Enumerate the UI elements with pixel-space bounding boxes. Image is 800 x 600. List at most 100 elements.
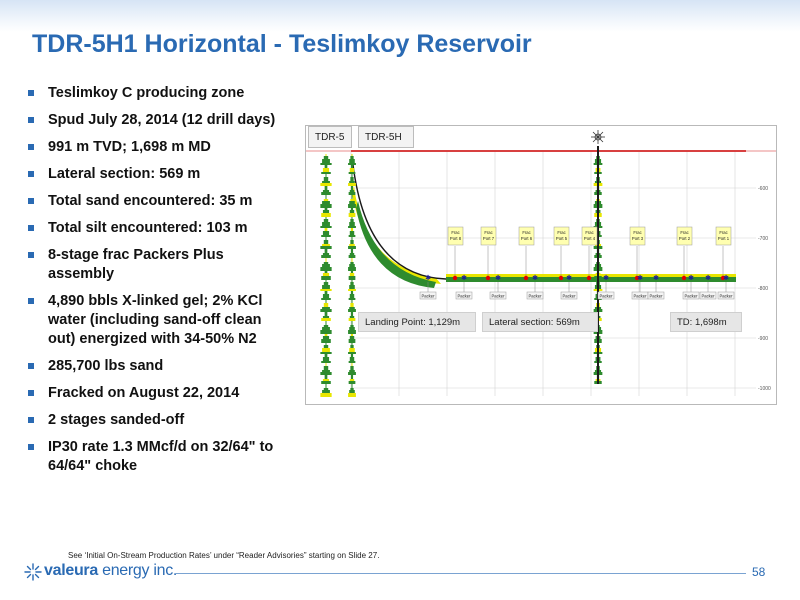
packer-marker-icon: ✱ (705, 274, 711, 282)
packer-label-text: Packer (562, 294, 576, 299)
packer-markers: ✱ Packer ✱ Packer ✱ Packer ✱ Packer ✱ Packer ✱ Pack… (419, 274, 735, 300)
tab-tdr5: TDR-5 (308, 126, 352, 148)
slide-title: TDR-5H1 Horizontal - Teslimkoy Reservoir (32, 30, 532, 58)
frac-port-label-text: Port 6 (521, 236, 533, 241)
bullet-item: Fracked on August 22, 2014 (28, 384, 290, 403)
frac-port-marker (452, 275, 458, 281)
frac-port-label-text: Frac (585, 230, 593, 235)
bullet-item: 991 m TVD; 1,698 m MD (28, 138, 290, 157)
packer-marker-icon: ✱ (566, 274, 572, 282)
packer-marker-icon: ✱ (603, 274, 609, 282)
packer-marker-icon: ✱ (688, 274, 694, 282)
frac-port-label-box (518, 226, 535, 246)
frac-port-label-text: Port 7 (483, 236, 495, 241)
page-number: 58 (752, 565, 766, 579)
packer-marker-icon: ✱ (461, 274, 467, 282)
packer-label-box (699, 291, 717, 300)
bullet-item: Lateral section: 569 m (28, 165, 290, 184)
depth-tick-label: -1000 (758, 386, 771, 392)
packer-label-box (560, 291, 578, 300)
packer-label-box (419, 291, 437, 300)
frac-port-marker (558, 275, 564, 281)
bullet-item: Teslimkoy C producing zone (28, 84, 290, 103)
packer-label-text: Packer (491, 294, 505, 299)
curve-silt-fill (356, 201, 436, 288)
bullet-item: Total silt encountered: 103 m (28, 219, 290, 238)
star-marker-icon (591, 130, 605, 144)
frac-port-label-text: Port 4 (584, 236, 596, 241)
frac-port-label-box (629, 226, 646, 246)
packer-label-text: Packer (421, 294, 435, 299)
packer-label-box (682, 291, 700, 300)
depth-axis: -600-700-800-900-1000-1100 (758, 186, 771, 392)
vertical-log-tdr5h (348, 154, 356, 397)
footer-divider (176, 573, 746, 574)
packer-label-text: Packer (701, 294, 715, 299)
packer-label-text: Packer (684, 294, 698, 299)
tab-tdr5h: TDR-5H (358, 126, 414, 148)
frac-port-marker (720, 275, 726, 281)
total-depth-label: TD: 1,698m (670, 312, 742, 332)
packer-label-text: Packer (649, 294, 663, 299)
build-curve-line (351, 155, 737, 280)
top-gradient-band (0, 0, 800, 32)
frac-port-label-text: Port 3 (632, 236, 644, 241)
frac-port-label-text: Frac (451, 230, 459, 235)
curve-sand-fill (352, 186, 441, 284)
packer-label-text: Packer (599, 294, 613, 299)
frac-port-label-text: Port 8 (450, 236, 462, 241)
frac-port-label-text: Frac (680, 230, 688, 235)
frac-port-label-text: Port 5 (556, 236, 568, 241)
landing-point-label: Landing Point: 1,129m (358, 312, 476, 332)
frac-port-label-box (581, 226, 598, 246)
packer-label-box (489, 291, 507, 300)
bullet-item: Spud July 28, 2014 (12 drill days) (28, 111, 290, 130)
frac-port-marker (681, 275, 687, 281)
frac-port-label-text: Frac (719, 230, 727, 235)
vertical-log-tdr5 (320, 154, 332, 397)
frac-port-marker (523, 275, 529, 281)
well-trajectory-figure: Frac Port 8 Frac Port 7 Frac Port 6 Frac Port 5… (305, 125, 777, 405)
logo-brand: valeura (44, 562, 98, 579)
bullet-item: IP30 rate 1.3 MMcf/d on 32/64" to 64/64"… (28, 438, 290, 476)
bullet-item: 2 stages sanded-off (28, 411, 290, 430)
packer-label-box (455, 291, 473, 300)
frac-port-label-text: Port 1 (718, 236, 730, 241)
packer-marker-icon: ✱ (532, 274, 538, 282)
lateral-sand-band (446, 274, 736, 277)
depth-tick-label: -600 (758, 186, 768, 192)
frac-port-label-text: Frac (522, 230, 530, 235)
packer-marker-icon: ✱ (495, 274, 501, 282)
frac-port-marker (634, 275, 640, 281)
packer-label-text: Packer (528, 294, 542, 299)
depth-tick-label: -900 (758, 336, 768, 342)
logo-suffix: energy inc. (97, 562, 178, 579)
frac-port-markers (452, 275, 726, 281)
frac-port-label-text: Frac (557, 230, 565, 235)
packer-label-box (717, 291, 735, 300)
packer-marker-icon: ✱ (637, 274, 643, 282)
frac-port-label-box (447, 226, 464, 246)
footnote: See ‘Initial On-Stream Production Rates’… (68, 551, 380, 560)
bullet-item: 8-stage frac Packers Plus assembly (28, 246, 290, 284)
frac-port-label-text: Frac (484, 230, 492, 235)
depth-tick-label: -700 (758, 236, 768, 242)
bullet-item: 4,890 bbls X-linked gel; 2% KCl water (i… (28, 292, 290, 349)
frac-port-label-box (480, 226, 497, 246)
frac-port-marker (586, 275, 592, 281)
logo-wordmark: valeura energy inc. (44, 562, 177, 580)
frac-port-label-text: Frac (633, 230, 641, 235)
packer-label-box (597, 291, 615, 300)
packer-label-box (647, 291, 665, 300)
packer-marker-icon: ✱ (653, 274, 659, 282)
packer-marker-icon: ✱ (425, 274, 431, 282)
depth-tick-label: -800 (758, 286, 768, 292)
star-burst-icon (24, 563, 42, 581)
frac-port-label-box (715, 226, 732, 246)
packer-label-text: Packer (719, 294, 733, 299)
frac-port-label-box (676, 226, 693, 246)
packer-label-text: Packer (457, 294, 471, 299)
packer-label-box (526, 291, 544, 300)
